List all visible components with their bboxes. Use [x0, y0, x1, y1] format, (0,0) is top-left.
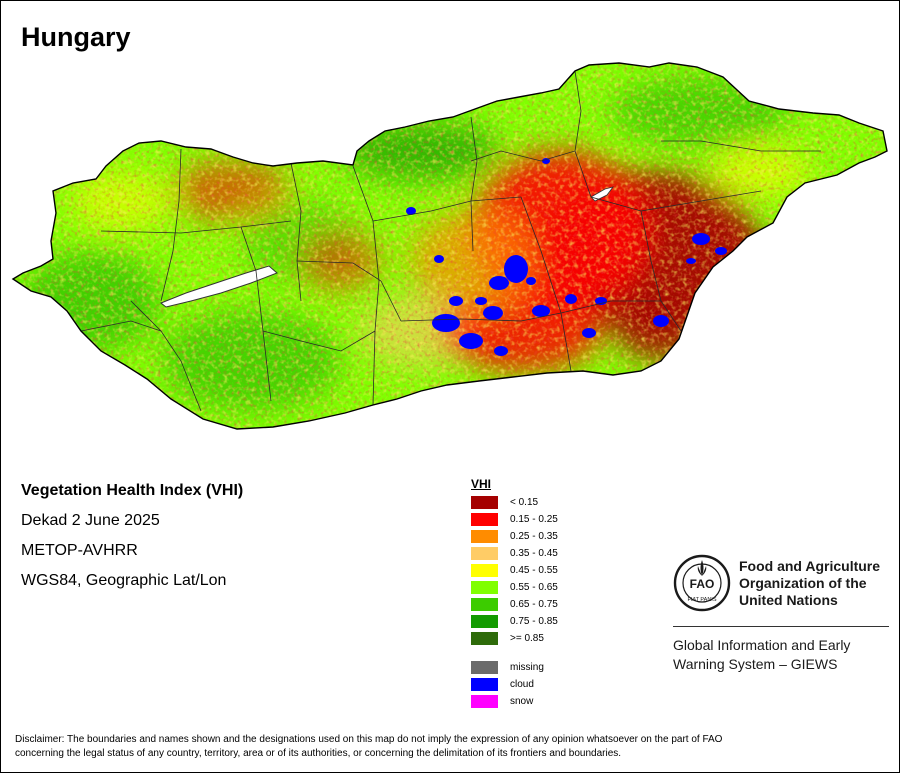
legend-item: 0.75 - 0.85: [471, 613, 558, 630]
time-period: Dekad 2 June 2025: [21, 512, 160, 529]
divider: [673, 626, 889, 627]
legend-swatch: [471, 547, 498, 560]
map-info: Vegetation Health Index (VHI) Dekad 2 Ju…: [21, 481, 243, 601]
cloud-patch: [582, 328, 596, 338]
cloud-patch: [653, 315, 669, 327]
legend-swatch: [471, 615, 498, 628]
giews-name: Global Information and Early Warning Sys…: [673, 636, 850, 674]
legend-label: missing: [510, 662, 544, 673]
cloud-patches: [406, 158, 727, 356]
cloud-patch: [542, 158, 550, 164]
fao-logo-text: FAO: [690, 577, 715, 591]
legend-label: 0.15 - 0.25: [510, 514, 558, 525]
cloud-patch: [432, 314, 460, 332]
lake-tisza: [590, 186, 614, 202]
legend-swatch: [471, 678, 498, 691]
cloud-patch: [489, 276, 509, 290]
legend-item: 0.65 - 0.75: [471, 596, 558, 613]
legend-swatch: [471, 632, 498, 645]
legend-swatch: [471, 513, 498, 526]
legend-label: cloud: [510, 679, 534, 690]
legend-item: < 0.15: [471, 494, 558, 511]
lake-balaton: [160, 265, 278, 308]
legend-item: >= 0.85: [471, 630, 558, 647]
cloud-patch: [686, 258, 696, 264]
cloud-patch: [504, 255, 528, 283]
cloud-patch: [475, 297, 487, 305]
cloud-patch: [449, 296, 463, 306]
organization-name-line: Food and Agriculture: [739, 558, 881, 574]
legend-label: >= 0.85: [510, 633, 544, 644]
legend-swatch: [471, 598, 498, 611]
legend-label: < 0.15: [510, 497, 539, 508]
legend-item: 0.55 - 0.65: [471, 579, 558, 596]
cloud-patch: [406, 207, 416, 215]
legend-item: 0.15 - 0.25: [471, 511, 558, 528]
sensor-name: METOP-AVHRR: [21, 542, 138, 559]
cloud-patch: [434, 255, 444, 263]
disclaimer-line: concerning the legal status of any count…: [15, 748, 622, 759]
giews-line: Warning System – GIEWS: [673, 656, 838, 672]
cloud-patch: [459, 333, 483, 349]
cloud-patch: [483, 306, 503, 320]
legend-label: 0.35 - 0.45: [510, 548, 558, 559]
cloud-patch: [715, 247, 727, 255]
cloud-patch: [494, 346, 508, 356]
legend-label: 0.75 - 0.85: [510, 616, 558, 627]
legend-item: 0.25 - 0.35: [471, 528, 558, 545]
fao-logo: FAO FIAT PANIS: [673, 554, 731, 612]
legend-swatch: [471, 661, 498, 674]
legend-spacer: [471, 647, 558, 659]
legend-item: 0.45 - 0.55: [471, 562, 558, 579]
product-name: Vegetation Health Index (VHI): [21, 482, 244, 499]
projection: WGS84, Geographic Lat/Lon: [21, 572, 227, 589]
disclaimer: Disclaimer: The boundaries and names sho…: [15, 733, 885, 761]
county-boundaries: [80, 70, 821, 412]
legend-item: missing: [471, 659, 558, 676]
organization-name: Food and Agriculture Organization of the…: [739, 558, 880, 609]
legend-title: VHI: [471, 477, 492, 491]
legend-swatch: [471, 530, 498, 543]
legend-swatch: [471, 695, 498, 708]
legend-item: cloud: [471, 676, 558, 693]
legend-swatch: [471, 564, 498, 577]
cloud-patch: [532, 305, 550, 317]
legend-label: 0.65 - 0.75: [510, 599, 558, 610]
cloud-patch: [692, 233, 710, 245]
giews-line: Global Information and Early: [673, 637, 851, 653]
legend-item: 0.35 - 0.45: [471, 545, 558, 562]
legend-label: 0.55 - 0.65: [510, 582, 558, 593]
cloud-patch: [565, 294, 577, 304]
legend-label: snow: [510, 696, 534, 707]
disclaimer-line: Disclaimer: The boundaries and names sho…: [15, 734, 723, 745]
legend-label: 0.45 - 0.55: [510, 565, 558, 576]
map-title: Hungary: [21, 22, 131, 52]
organization-name-line: Organization of the: [739, 575, 867, 591]
fao-logo-motto: FIAT PANIS: [687, 597, 716, 603]
organization-name-line: United Nations: [739, 592, 838, 608]
vhi-map: [12, 62, 888, 430]
legend-label: 0.25 - 0.35: [510, 531, 558, 542]
legend-swatch: [471, 496, 498, 509]
country-raster: [13, 63, 887, 429]
cloud-patch: [526, 277, 536, 285]
legend-item: snow: [471, 693, 558, 710]
legend-swatch: [471, 581, 498, 594]
legend: VHI < 0.15 0.15 - 0.25 0.25 - 0.35 0.35 …: [471, 477, 558, 710]
